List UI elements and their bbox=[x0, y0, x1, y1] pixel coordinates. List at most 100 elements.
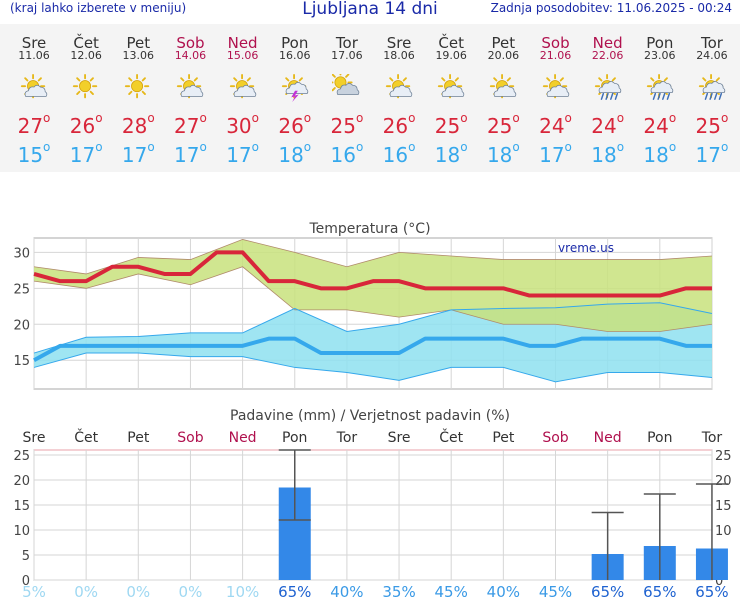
min-range-lower-edge bbox=[33, 352, 712, 383]
temperature-chart: Temperatura (°C) 15 20 25 30 vreme.us bbox=[13, 221, 713, 390]
day-column: Tor 17.06 25o 16o bbox=[321, 24, 373, 172]
day-column: Ned 22.06 24o 18o bbox=[582, 24, 634, 172]
min-temperature: 16o bbox=[330, 140, 364, 167]
y-tick-label-left: 20 bbox=[13, 474, 30, 489]
max-temperature: 24o bbox=[591, 111, 625, 138]
min-temperature: 17o bbox=[69, 140, 103, 167]
cloud-icon bbox=[331, 74, 360, 95]
sun-cloud-rain-icon bbox=[594, 74, 621, 100]
day-column: Pet 13.06 28o 17o bbox=[112, 24, 164, 172]
max-temperature-line bbox=[33, 250, 712, 298]
day-name: Ned bbox=[592, 34, 623, 52]
y-tick-label-right: 0 bbox=[715, 574, 723, 589]
y-tick-label: 20 bbox=[13, 318, 30, 333]
max-temperature: 24o bbox=[643, 111, 677, 138]
min-temperature: 17o bbox=[695, 140, 729, 167]
x-tick-label: Sob bbox=[177, 430, 203, 446]
x-tick-label: Sob bbox=[542, 430, 568, 446]
sun-cloud-icon bbox=[438, 74, 465, 99]
day-date: 20.06 bbox=[487, 49, 520, 62]
day-column: Sre 11.06 27o 15o bbox=[8, 24, 60, 172]
day-column: Pet 20.06 25o 18o bbox=[477, 24, 529, 172]
day-name: Tor bbox=[700, 34, 723, 52]
min-temperature: 18o bbox=[486, 140, 520, 167]
min-temperature: 18o bbox=[591, 140, 625, 167]
day-date: 23.06 bbox=[644, 49, 676, 62]
precipitation-probability-label: 10% bbox=[226, 583, 259, 600]
day-date: 24.06 bbox=[696, 49, 728, 62]
day-name: Pon bbox=[281, 34, 309, 52]
day-name: Pon bbox=[646, 34, 674, 52]
min-temperature: 18o bbox=[278, 140, 312, 167]
max-temperature: 27o bbox=[174, 111, 207, 138]
precipitation-probability-label: 65% bbox=[643, 583, 676, 600]
sun-cloud-icon bbox=[490, 74, 517, 99]
x-tick-label: Pet bbox=[127, 430, 150, 446]
min-temperature: 18o bbox=[434, 140, 468, 167]
precipitation-probability-label: 0% bbox=[179, 583, 203, 600]
day-date: 21.06 bbox=[539, 49, 572, 62]
max-temperature: 27o bbox=[17, 111, 51, 138]
x-tick-label: Tor bbox=[336, 430, 358, 446]
y-tick-label-right: 10 bbox=[715, 524, 732, 539]
precipitation-probability-label: 0% bbox=[126, 583, 150, 600]
day-name: Pet bbox=[491, 34, 516, 52]
day-name: Tor bbox=[335, 34, 358, 52]
min-temperature: 16o bbox=[382, 140, 416, 167]
sun-cloud-icon bbox=[385, 74, 413, 99]
min-range-upper-edge bbox=[33, 302, 713, 354]
y-tick-label-left: 10 bbox=[13, 524, 30, 539]
max-temperature: 25o bbox=[486, 111, 520, 138]
sun-cloud-rain-icon bbox=[646, 74, 674, 100]
precipitation-probability-label: 40% bbox=[330, 583, 363, 600]
max-temperature: 26o bbox=[278, 111, 312, 138]
sun-icon bbox=[125, 74, 150, 99]
y-tick-label: 15 bbox=[13, 354, 30, 369]
day-column: Sre 18.06 26o 16o bbox=[373, 24, 425, 172]
day-name: Sob bbox=[541, 34, 570, 52]
precipitation-probability-label: 65% bbox=[278, 583, 311, 600]
max-range-lower-edge bbox=[33, 266, 713, 332]
last-update: Zadnja posodobitev: 11.06.2025 - 00:24 bbox=[490, 1, 732, 15]
day-column: Čet 12.06 26o 17o bbox=[60, 24, 112, 172]
day-column: Tor 24.06 25o 17o bbox=[686, 24, 738, 172]
max-temperature: 28o bbox=[121, 111, 155, 138]
precipitation-probability-label: 5% bbox=[22, 583, 46, 600]
max-temperature: 26o bbox=[69, 111, 103, 138]
y-tick-label-right: 20 bbox=[715, 474, 732, 489]
day-date: 14.06 bbox=[174, 49, 207, 62]
x-tick-label: Tor bbox=[701, 430, 723, 446]
max-temperature: 24o bbox=[539, 111, 572, 138]
day-date: 12.06 bbox=[70, 49, 102, 62]
day-name: Sre bbox=[21, 34, 47, 52]
day-column: Pon 16.06 26o 18o bbox=[269, 24, 321, 172]
y-tick-label-left: 5 bbox=[22, 549, 30, 564]
min-temperature: 17o bbox=[226, 140, 259, 167]
y-tick-label-left: 25 bbox=[13, 449, 30, 464]
min-temperature-line bbox=[33, 336, 712, 362]
sun-icon bbox=[73, 74, 98, 99]
day-date: 13.06 bbox=[122, 49, 155, 62]
max-temperature: 26o bbox=[382, 111, 416, 138]
max-temperature: 25o bbox=[695, 111, 729, 138]
precipitation-chart: Padavine (mm) / Verjetnost padavin (%) Sr… bbox=[13, 408, 732, 600]
max-temperature: 25o bbox=[330, 111, 364, 138]
header: (kraj lahko izberete v meniju) Ljubljana… bbox=[0, 0, 740, 22]
y-tick-label-right: 25 bbox=[715, 449, 732, 464]
precipitation-probability-label: 65% bbox=[591, 583, 624, 600]
max-range-upper-edge bbox=[33, 239, 712, 275]
day-date: 19.06 bbox=[435, 49, 467, 62]
day-column: Pon 23.06 24o 18o bbox=[634, 24, 686, 172]
sun-cloud-rain-icon bbox=[698, 74, 726, 100]
location-selector-hint[interactable]: (kraj lahko izberete v meniju) bbox=[10, 1, 187, 15]
x-tick-label: Pon bbox=[647, 430, 672, 446]
y-tick-label-left: 0 bbox=[22, 574, 30, 589]
min-temperature: 17o bbox=[174, 140, 207, 167]
day-date: 18.06 bbox=[383, 49, 415, 62]
x-tick-label: Čet bbox=[439, 428, 463, 446]
day-column: Ned 15.06 30o 17o bbox=[217, 24, 269, 172]
x-tick-label: Ned bbox=[594, 430, 622, 446]
day-column: Čet 19.06 25o 18o bbox=[425, 24, 477, 172]
day-column: Sob 21.06 24o 17o bbox=[530, 24, 582, 172]
day-column: Sob 14.06 27o 17o bbox=[164, 24, 216, 172]
